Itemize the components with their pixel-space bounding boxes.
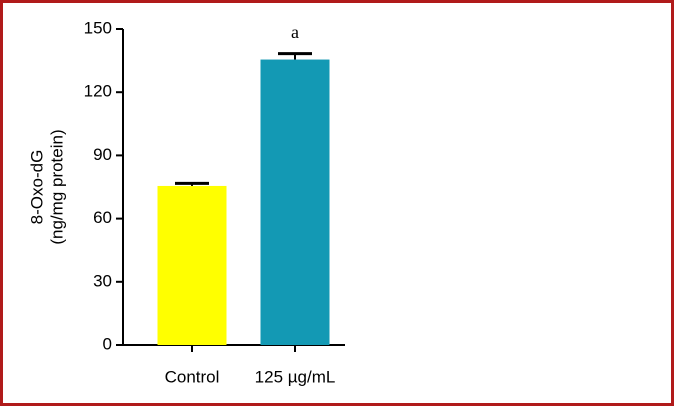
y-tick-label: 90 (93, 145, 112, 164)
y-tick-label: 120 (84, 82, 112, 101)
x-tick-label: Control (165, 367, 220, 386)
annotation: a (291, 22, 299, 42)
y-tick-label: 150 (84, 18, 112, 37)
bar (260, 59, 330, 346)
y-axis-label: 8-Oxo-dG (27, 150, 46, 225)
y-tick-label: 0 (103, 334, 112, 353)
bar (157, 185, 227, 345)
y-tick-label: 60 (93, 208, 112, 227)
x-tick-label: 125 µg/mL (255, 367, 336, 386)
y-axis-label: (ng/mg protein) (47, 129, 66, 244)
y-tick-label: 30 (93, 271, 112, 290)
